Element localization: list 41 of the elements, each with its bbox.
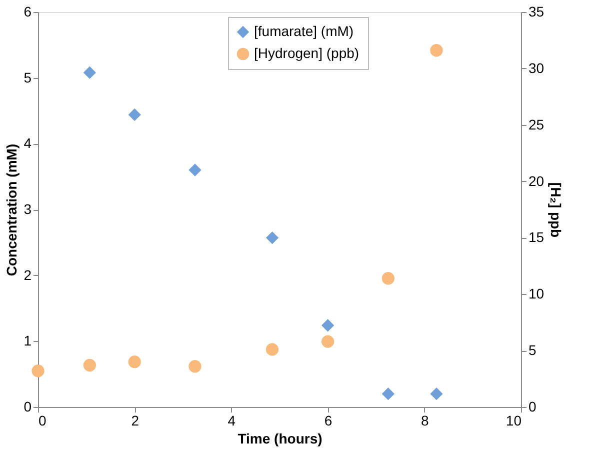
y-tick-label: 4: [24, 135, 32, 152]
y-tick-label: 1: [24, 332, 32, 349]
point: [128, 108, 141, 122]
x-axis-title: Time (hours): [238, 430, 322, 446]
point: [188, 360, 202, 373]
x-tick-label: 2: [131, 412, 140, 428]
x-tick-label: 10: [506, 412, 522, 428]
point: [32, 364, 44, 378]
x-tick-label: 4: [228, 412, 236, 428]
y2-tick-label: 10: [528, 286, 544, 302]
y2-tick-label: 25: [528, 116, 544, 132]
point: [321, 319, 334, 332]
y2-tick-label: 30: [528, 60, 544, 76]
y-tick-label: 2: [24, 266, 32, 283]
y-axis-title: Concentration (mM): [4, 144, 20, 276]
point: [321, 335, 334, 348]
point: [382, 388, 394, 400]
point: [430, 44, 443, 57]
legend-label: [fumarate] (mM): [254, 23, 354, 39]
x-tick-label: 6: [324, 412, 332, 428]
point: [128, 356, 141, 368]
y2-tick-label: 20: [528, 172, 544, 189]
y2-tick-label: 0: [528, 398, 536, 414]
y-tick-label: 0: [24, 398, 32, 414]
point: [430, 388, 443, 400]
point: [266, 343, 279, 356]
y2-tick-label: 35: [528, 4, 544, 20]
y2-tick-label: 15: [528, 229, 544, 246]
legend-label: [Hydrogen] (ppb): [254, 45, 360, 61]
y2-tick-label: 5: [528, 342, 536, 358]
y-tick-label: 6: [24, 4, 32, 20]
y2-axis-title: [H₂] ppb: [548, 182, 564, 238]
point: [83, 358, 96, 372]
y-tick-label: 5: [24, 69, 32, 86]
y-tick-label: 3: [24, 201, 32, 217]
point: [266, 231, 279, 244]
x-tick-label: 8: [421, 412, 429, 428]
x-tick-label: 0: [38, 412, 46, 428]
point: [382, 272, 394, 285]
point: [188, 164, 202, 176]
point: [83, 66, 96, 79]
